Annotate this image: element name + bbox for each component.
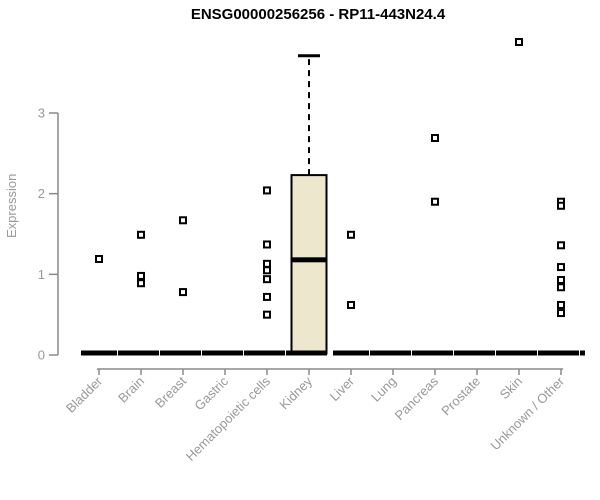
y-axis-title: Expression <box>4 173 19 239</box>
outlier-point <box>137 279 145 288</box>
zero-box <box>165 350 201 356</box>
zero-box <box>123 350 159 356</box>
outlier-point <box>557 309 565 318</box>
median-line <box>291 257 327 263</box>
zero-box-cap <box>454 350 459 356</box>
outlier-point <box>137 230 145 239</box>
y-tick-label: 0 <box>38 348 45 363</box>
zero-box <box>81 350 117 356</box>
zero-box <box>501 350 537 356</box>
outlier-point <box>95 255 103 264</box>
x-tick-label: Brain <box>115 374 147 406</box>
outlier-point <box>347 300 355 309</box>
x-tick-label: Pancreas <box>392 373 442 423</box>
zero-box <box>543 350 579 356</box>
outlier-point <box>263 310 271 319</box>
outlier-point <box>347 230 355 239</box>
box-bottom-edge <box>291 350 327 356</box>
x-tick-label: Gastric <box>191 373 231 413</box>
y-tick-label: 1 <box>38 267 45 282</box>
x-tick-label: Unknown / Other <box>488 373 568 453</box>
zero-box <box>375 350 411 356</box>
outlier-point <box>263 266 271 275</box>
x-tick-label: Bladder <box>63 373 106 416</box>
x-tick-label: Breast <box>152 373 189 410</box>
zero-box-cap <box>370 350 375 356</box>
outlier-point <box>557 201 565 210</box>
zero-box-cap <box>244 350 249 356</box>
zero-box-cap <box>118 350 123 356</box>
outlier-point <box>263 259 271 268</box>
zero-box <box>459 350 495 356</box>
zero-box-cap <box>538 350 543 356</box>
zero-box <box>249 350 285 356</box>
zero-box <box>417 350 453 356</box>
zero-box-cap <box>496 350 501 356</box>
outlier-point <box>557 300 565 309</box>
box <box>290 174 328 355</box>
zero-box-cap <box>160 350 165 356</box>
outlier-point <box>515 38 523 47</box>
outlier-point <box>557 283 565 292</box>
y-tick-label: 3 <box>38 105 45 120</box>
outlier-point <box>431 133 439 142</box>
y-tick-label: 2 <box>38 186 45 201</box>
outlier-point <box>431 197 439 206</box>
x-tick-label: Skin <box>497 374 525 402</box>
zero-box <box>333 350 369 356</box>
zero-box-cap <box>202 350 207 356</box>
outlier-point <box>179 216 187 225</box>
chart-title: ENSG00000256256 - RP11-443N24.4 <box>190 6 446 23</box>
outlier-point <box>263 275 271 284</box>
zero-box <box>207 350 243 356</box>
zero-box-cap <box>286 350 291 356</box>
outlier-point <box>557 241 565 250</box>
x-tick-label: Liver <box>327 373 358 404</box>
outlier-point <box>263 240 271 249</box>
outlier-point <box>557 263 565 272</box>
x-tick-label: Prostate <box>438 374 483 419</box>
outlier-point <box>263 186 271 195</box>
outlier-point <box>557 275 565 284</box>
zero-box-cap <box>580 350 585 356</box>
outlier-point <box>137 271 145 280</box>
x-tick-label: Lung <box>368 374 399 405</box>
outlier-point <box>263 292 271 301</box>
x-tick-label: Kidney <box>276 373 315 412</box>
outlier-point <box>179 288 187 297</box>
zero-box-cap <box>412 350 417 356</box>
